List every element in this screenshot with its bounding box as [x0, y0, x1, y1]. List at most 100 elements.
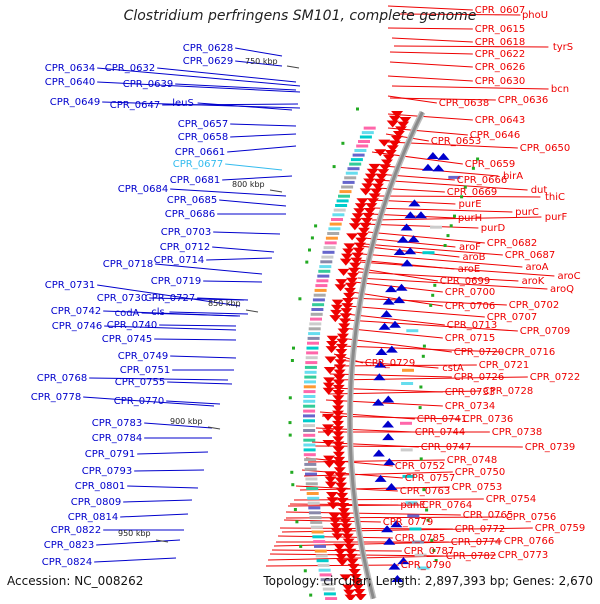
- gene-label-cpr-0657: CPR_0657: [178, 119, 228, 130]
- gene-label-cpr-0686: CPR_0686: [165, 209, 215, 220]
- gene-label-cpr-0742: CPR_0742: [51, 306, 101, 317]
- gene-label-cpr-0640: CPR_0640: [45, 77, 95, 88]
- misc-feature-mark: [299, 545, 302, 548]
- leader-line-cpr-0801: [127, 486, 198, 488]
- cog-category-block: [306, 356, 318, 359]
- gene-label-cpr-0739: CPR_0739: [525, 442, 575, 453]
- cog-category-block: [303, 410, 315, 413]
- gene-label-arob: aroB: [463, 252, 486, 263]
- forward-gene-arrow: [386, 346, 398, 353]
- forward-gene-arrow: [433, 164, 445, 171]
- gene-label-cpr-0622: CPR_0622: [475, 49, 525, 60]
- gene-label-cpr-0784: CPR_0784: [92, 433, 142, 444]
- cog-category-block: [338, 195, 350, 198]
- misc-feature-mark: [453, 215, 456, 218]
- gene-label-cpr-0630: CPR_0630: [475, 76, 525, 87]
- cog-category-block: [308, 502, 320, 505]
- gene-label-cpr-0773: CPR_0773: [498, 550, 548, 561]
- gene-label-cpr-0759: CPR_0759: [535, 523, 585, 534]
- gene-label-cpr-0719: CPR_0719: [151, 276, 201, 287]
- cog-category-block: [401, 448, 413, 451]
- leader-line-cpr-0749: [170, 356, 236, 358]
- cog-category-block: [323, 251, 335, 254]
- genome-map: 750 kbp 800 kbp 850 kbp 900 kbp 950 kbp CPR_…: [0, 0, 600, 600]
- leader-line-cpr-0685: [219, 200, 286, 206]
- misc-feature-mark: [295, 520, 298, 523]
- cog-category-block: [332, 213, 344, 216]
- cog-category-block: [317, 559, 329, 562]
- cog-category-block: [304, 376, 316, 379]
- cog-category-block: [358, 140, 370, 143]
- leader-line-aroa: [362, 254, 522, 267]
- cog-category-block: [335, 204, 347, 207]
- cog-category-block: [354, 149, 366, 152]
- gene-label-cpr-0768: CPR_0768: [37, 373, 87, 384]
- gene-label-cpr-0607: CPR_0607: [475, 5, 525, 16]
- gene-label-aroa: aroA: [526, 262, 549, 273]
- cog-category-block: [317, 275, 329, 278]
- cog-category-block: [319, 569, 331, 572]
- gene-label-purc: purC: [515, 207, 539, 218]
- gene-label-cpr-0783: CPR_0783: [92, 418, 142, 429]
- gene-label-cpr-0658: CPR_0658: [178, 132, 228, 143]
- gene-label-cpr-0770: CPR_0770: [114, 396, 164, 407]
- leader-line-cpr-0726: [330, 374, 452, 377]
- gene-label-cpr-0713: CPR_0713: [447, 320, 497, 331]
- reverse-gene-arrow: [325, 357, 337, 364]
- misc-feature-mark: [423, 345, 426, 348]
- gene-label-purh: purH: [458, 213, 482, 224]
- misc-feature-mark: [333, 165, 336, 168]
- gene-label-cpr-0666: CPR_0666: [457, 175, 507, 186]
- forward-gene-arrow: [389, 321, 401, 328]
- gene-label-cpr-0726: CPR_0726: [454, 372, 504, 383]
- gene-label-cpr-0677: CPR_0677: [173, 159, 223, 170]
- gene-label-cpr-0785: CPR_0785: [395, 533, 445, 544]
- gene-label-cpr-0685: CPR_0685: [167, 195, 217, 206]
- gene-label-cpr-0716: CPR_0716: [505, 347, 555, 358]
- gene-label-cpr-0772: CPR_0772: [455, 524, 505, 535]
- forward-gene-arrow: [382, 421, 394, 428]
- cog-category-block: [318, 270, 330, 273]
- cog-category-block: [305, 478, 317, 481]
- gene-label-cpr-0643: CPR_0643: [475, 115, 525, 126]
- cog-category-block: [316, 279, 328, 282]
- cog-category-block: [306, 351, 318, 354]
- reverse-gene-arrow: [326, 346, 338, 353]
- leader-line-cpr-0628: [235, 48, 282, 56]
- cog-category-block: [305, 473, 317, 476]
- misc-feature-mark: [419, 406, 422, 409]
- cog-category-block: [312, 531, 324, 534]
- leader-line-cpr-0618: [392, 38, 473, 42]
- cog-category-block: [304, 385, 316, 388]
- cog-category-block: [334, 209, 346, 212]
- cog-category-block: [360, 136, 372, 139]
- cog-category-block: [307, 347, 319, 350]
- gene-label-cpr-0650: CPR_0650: [520, 143, 570, 154]
- gene-label-cpr-0734: CPR_0734: [445, 401, 495, 412]
- forward-gene-arrow: [381, 310, 393, 317]
- gene-label-cpr-0649: CPR_0649: [50, 97, 100, 108]
- cog-category-block: [401, 382, 413, 385]
- cog-category-block: [303, 444, 315, 447]
- gene-label-cpr-0699: CPR_0699: [440, 276, 490, 287]
- reverse-gene-arrow: [324, 367, 336, 374]
- gene-label-cpr-0729: CPR_0729: [365, 358, 415, 369]
- cog-category-block: [314, 294, 326, 297]
- misc-feature-mark: [450, 224, 453, 227]
- forward-gene-arrow: [394, 248, 406, 255]
- gene-label-cpr-0757: CPR_0757: [405, 473, 455, 484]
- gene-label-cpr-0712: CPR_0712: [160, 242, 210, 253]
- leader-line-cpr-0661: [227, 146, 296, 152]
- gene-label-cpr-0741: CPR_0741: [417, 414, 467, 425]
- scale-tick-mark: [270, 190, 282, 192]
- gene-label-cpr-0754: CPR_0754: [486, 494, 536, 505]
- gene-label-cpr-0791: CPR_0791: [85, 449, 135, 460]
- gene-label-cpr-0718: CPR_0718: [103, 259, 153, 270]
- gene-label-cpr-0824: CPR_0824: [42, 557, 92, 568]
- forward-gene-arrow: [373, 373, 385, 380]
- cog-category-block: [312, 303, 324, 306]
- gene-label-cpr-0639: CPR_0639: [123, 79, 173, 90]
- cog-category-block: [304, 448, 316, 451]
- cog-category-block: [310, 521, 322, 524]
- gene-label-cpr-0755: CPR_0755: [115, 377, 165, 388]
